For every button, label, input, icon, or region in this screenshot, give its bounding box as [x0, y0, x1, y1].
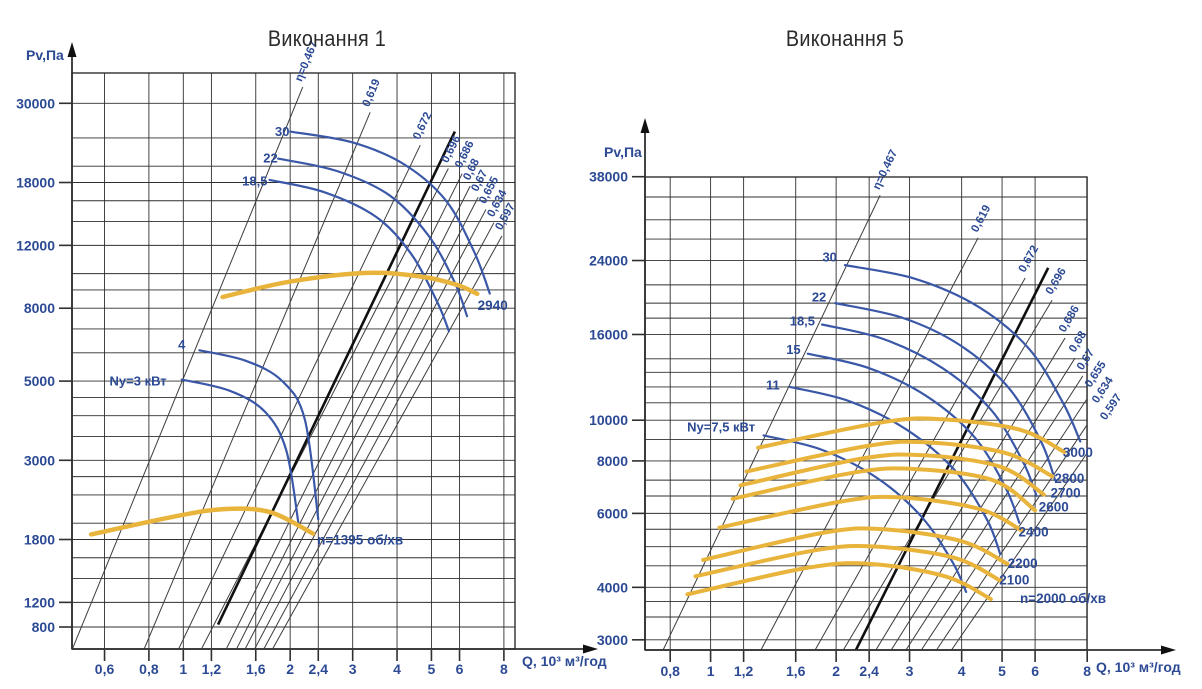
svg-text:2700: 2700 — [1051, 485, 1081, 500]
svg-text:2600: 2600 — [1039, 499, 1069, 514]
svg-text:6000: 6000 — [597, 505, 628, 521]
svg-text:2: 2 — [832, 663, 840, 679]
svg-text:3: 3 — [349, 661, 357, 677]
svg-text:0,619: 0,619 — [969, 203, 993, 234]
svg-text:8000: 8000 — [597, 453, 628, 469]
svg-text:2400: 2400 — [1019, 525, 1049, 540]
svg-text:0,6: 0,6 — [95, 661, 115, 677]
svg-text:18000: 18000 — [16, 175, 55, 191]
efficiency-label: 0,672 — [1017, 244, 1042, 275]
efficiency-label: 0,672 — [411, 110, 434, 141]
axes: Pv,Па Q, 10³ м³/год — [604, 118, 1181, 675]
power-curves — [180, 130, 491, 525]
svg-text:0,672: 0,672 — [411, 110, 434, 141]
svg-text:0,672: 0,672 — [1017, 244, 1042, 275]
svg-text:1: 1 — [707, 663, 715, 679]
efficiency-label: 0,619 — [361, 77, 383, 108]
svg-text:n=1395 об/хв: n=1395 об/хв — [317, 532, 403, 547]
svg-text:30: 30 — [275, 124, 289, 139]
svg-text:800: 800 — [32, 619, 56, 635]
svg-text:24000: 24000 — [589, 253, 628, 269]
svg-text:0,8: 0,8 — [660, 663, 680, 679]
svg-text:n=2000 об/хв: n=2000 об/хв — [1020, 591, 1106, 606]
svg-text:2,4: 2,4 — [309, 661, 329, 677]
svg-text:4: 4 — [958, 663, 966, 679]
svg-text:1,2: 1,2 — [734, 663, 754, 679]
svg-text:Ny=3 кВт: Ny=3 кВт — [110, 374, 167, 389]
tick-labels: 30000 18000 12000 8000 5000 3000 1800 1200 800 0,… — [16, 95, 508, 677]
svg-text:22: 22 — [263, 151, 277, 166]
svg-text:12000: 12000 — [16, 237, 55, 253]
efficiency-rays — [72, 86, 503, 649]
axes: Pv,Па Q, 10³ м³/год — [26, 42, 607, 669]
tick-labels: 38000 24000 16000 10000 8000 6000 4000 3000 0,8 1… — [589, 169, 1091, 679]
y-axis-label: Pv,Па — [26, 47, 64, 63]
fan-speed-curves — [88, 270, 480, 537]
x-axis-label: Q, 10³ м³/год — [522, 653, 607, 669]
svg-text:1,6: 1,6 — [246, 661, 266, 677]
svg-text:4000: 4000 — [597, 579, 628, 595]
svg-text:8: 8 — [1083, 663, 1091, 679]
svg-text:η=0,467: η=0,467 — [871, 148, 900, 192]
svg-text:15: 15 — [786, 342, 800, 357]
svg-text:Ny=7,5 кВт: Ny=7,5 кВт — [687, 420, 755, 435]
efficiency-label: 0,619 — [969, 203, 993, 234]
y-axis-label: Pv,Па — [604, 144, 642, 160]
chart-1: Pv,Па Q, 10³ м³/год 30000 18000 12000 8000 500… — [16, 40, 607, 677]
svg-text:3000: 3000 — [24, 452, 55, 468]
svg-text:3000: 3000 — [597, 632, 628, 648]
svg-text:1200: 1200 — [24, 594, 55, 610]
svg-text:16000: 16000 — [589, 326, 628, 342]
svg-text:8000: 8000 — [24, 300, 55, 316]
svg-text:4: 4 — [393, 661, 401, 677]
svg-text:11: 11 — [766, 377, 780, 392]
chart-2: Pv,ПаQ, 10³ м³/год3800024000160001000080… — [589, 118, 1181, 679]
svg-text:0,619: 0,619 — [361, 77, 383, 108]
chart-1-title: Виконання 1 — [267, 26, 387, 51]
svg-text:1,6: 1,6 — [786, 663, 806, 679]
svg-text:3000: 3000 — [1063, 445, 1093, 460]
svg-text:2,4: 2,4 — [859, 663, 879, 679]
svg-text:2940: 2940 — [478, 298, 508, 313]
svg-text:2: 2 — [286, 661, 294, 677]
svg-text:30000: 30000 — [16, 95, 55, 111]
svg-text:22: 22 — [812, 289, 826, 304]
svg-text:5000: 5000 — [24, 373, 55, 389]
svg-text:8: 8 — [500, 661, 508, 677]
svg-text:18,5: 18,5 — [242, 174, 267, 189]
svg-text:6: 6 — [456, 661, 464, 677]
svg-text:38000: 38000 — [589, 169, 628, 185]
svg-text:3: 3 — [906, 663, 914, 679]
svg-text:1,2: 1,2 — [202, 661, 222, 677]
svg-text:1800: 1800 — [24, 532, 55, 548]
svg-text:0,8: 0,8 — [139, 661, 159, 677]
svg-text:30: 30 — [822, 250, 836, 265]
svg-text:6: 6 — [1031, 663, 1039, 679]
svg-text:1: 1 — [179, 661, 187, 677]
efficiency-label: η=0,467 — [871, 148, 900, 192]
svg-text:4: 4 — [178, 337, 186, 352]
fan-speed-curves — [685, 416, 1067, 602]
svg-text:18,5: 18,5 — [790, 313, 815, 328]
svg-text:2200: 2200 — [1008, 556, 1038, 571]
x-axis-label: Q, 10³ м³/год — [1096, 659, 1181, 675]
svg-text:2800: 2800 — [1054, 471, 1084, 486]
svg-text:5: 5 — [428, 661, 436, 677]
chart-2-title: Виконання 5 — [785, 26, 905, 51]
svg-text:5: 5 — [998, 663, 1006, 679]
svg-text:10000: 10000 — [589, 412, 628, 428]
svg-text:2100: 2100 — [999, 573, 1029, 588]
